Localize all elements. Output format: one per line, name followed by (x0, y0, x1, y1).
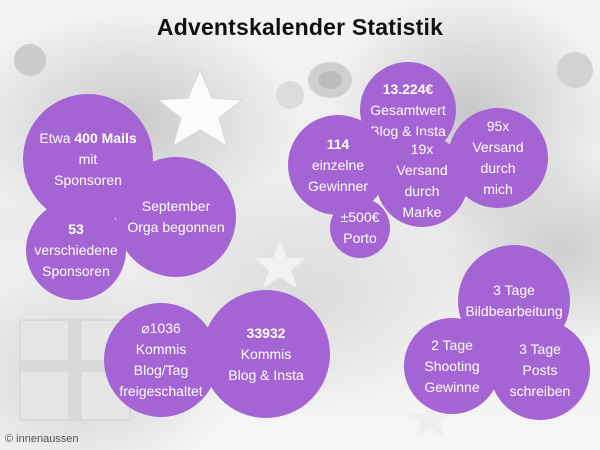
sponsors-line-2: verschiedene (34, 241, 118, 258)
mails-line-2: mit (78, 150, 98, 167)
marke-line-4: Marke (402, 204, 442, 220)
marke-line-1: 19x (410, 141, 434, 157)
ornament-ball-icon (276, 81, 304, 109)
posts-line-1: 3 Tage (519, 340, 561, 357)
bubble-sponsors: 53 verschiedene Sponsoren (26, 200, 126, 300)
bubble-porto: ±500€ Porto (330, 198, 390, 258)
versand-line-1: 95x (486, 118, 510, 134)
sponsors-line-3: Sponsoren (42, 262, 110, 279)
marke-line-2: Versand (396, 162, 448, 178)
small-star-icon (254, 240, 306, 288)
bildbearbeitung-line-2: Bildbearbeitung (465, 303, 563, 319)
bubble-kommis-average: ⌀1036 Kommis Blog/Tag freigeschaltet (104, 303, 218, 417)
page-title: Adventskalender Statistik (156, 14, 444, 40)
porto-label: Porto (343, 230, 377, 246)
shooting-line-2: Shooting (424, 357, 480, 374)
kommis-total-line-2: Kommis (240, 345, 292, 362)
kommis-average-line-2: Kommis (135, 341, 187, 357)
september-line-1: September (141, 198, 211, 214)
copyright-notice: © innenaussen (5, 433, 79, 445)
gewinner-line-2: einzelne (311, 156, 365, 173)
kommis-average-line-3: Blog/Tag (133, 362, 189, 378)
versand-line-2: Versand durch (472, 139, 524, 176)
shooting-line-1: 2 Tage (431, 336, 473, 353)
gewinner-count: 114 (326, 135, 350, 152)
bubble-kommis-total: 33932 Kommis Blog & Insta (202, 290, 330, 418)
marke-line-3: durch (404, 183, 440, 199)
sponsors-count: 53 (68, 220, 84, 237)
bubble-versand-mich: 95x Versand durch mich (448, 108, 548, 208)
kommis-total-line-3: Blog & Insta (228, 366, 304, 383)
kommis-average-value: ⌀1036 (141, 320, 181, 336)
gesamtwert-line-2: Gesamtwert (370, 101, 446, 118)
bubble-gewinner: 114 einzelne Gewinner (288, 115, 388, 215)
gesamtwert-value: 13.224€ (382, 80, 434, 97)
bubble-shooting: 2 Tage Shooting Gewinne (404, 318, 500, 414)
bildbearbeitung-line-1: 3 Tage (493, 282, 535, 298)
posts-line-3: schreiben (509, 382, 571, 399)
september-line-2: Orga begonnen (127, 219, 225, 235)
gesamtwert-line-3: Blog & Insta (370, 122, 446, 139)
shooting-line-3: Gewinne (424, 378, 480, 395)
bubble-september: September Orga begonnen (116, 157, 236, 277)
gewinner-line-3: Gewinner (308, 177, 368, 194)
bubble-posts: 3 Tage Posts schreiben (490, 320, 590, 420)
porto-value: ±500€ (340, 209, 380, 225)
mails-count: 400 Mails (74, 129, 137, 146)
mails-line-3: Sponsoren (54, 171, 122, 188)
mails-prefix: Etwa (39, 129, 75, 146)
posts-line-2: Posts (522, 361, 558, 378)
star-ornament-icon (156, 68, 244, 148)
kommis-average-line-4: freigeschaltet (119, 383, 203, 399)
kommis-total-value: 33932 (246, 324, 286, 341)
versand-line-3: mich (483, 181, 513, 197)
